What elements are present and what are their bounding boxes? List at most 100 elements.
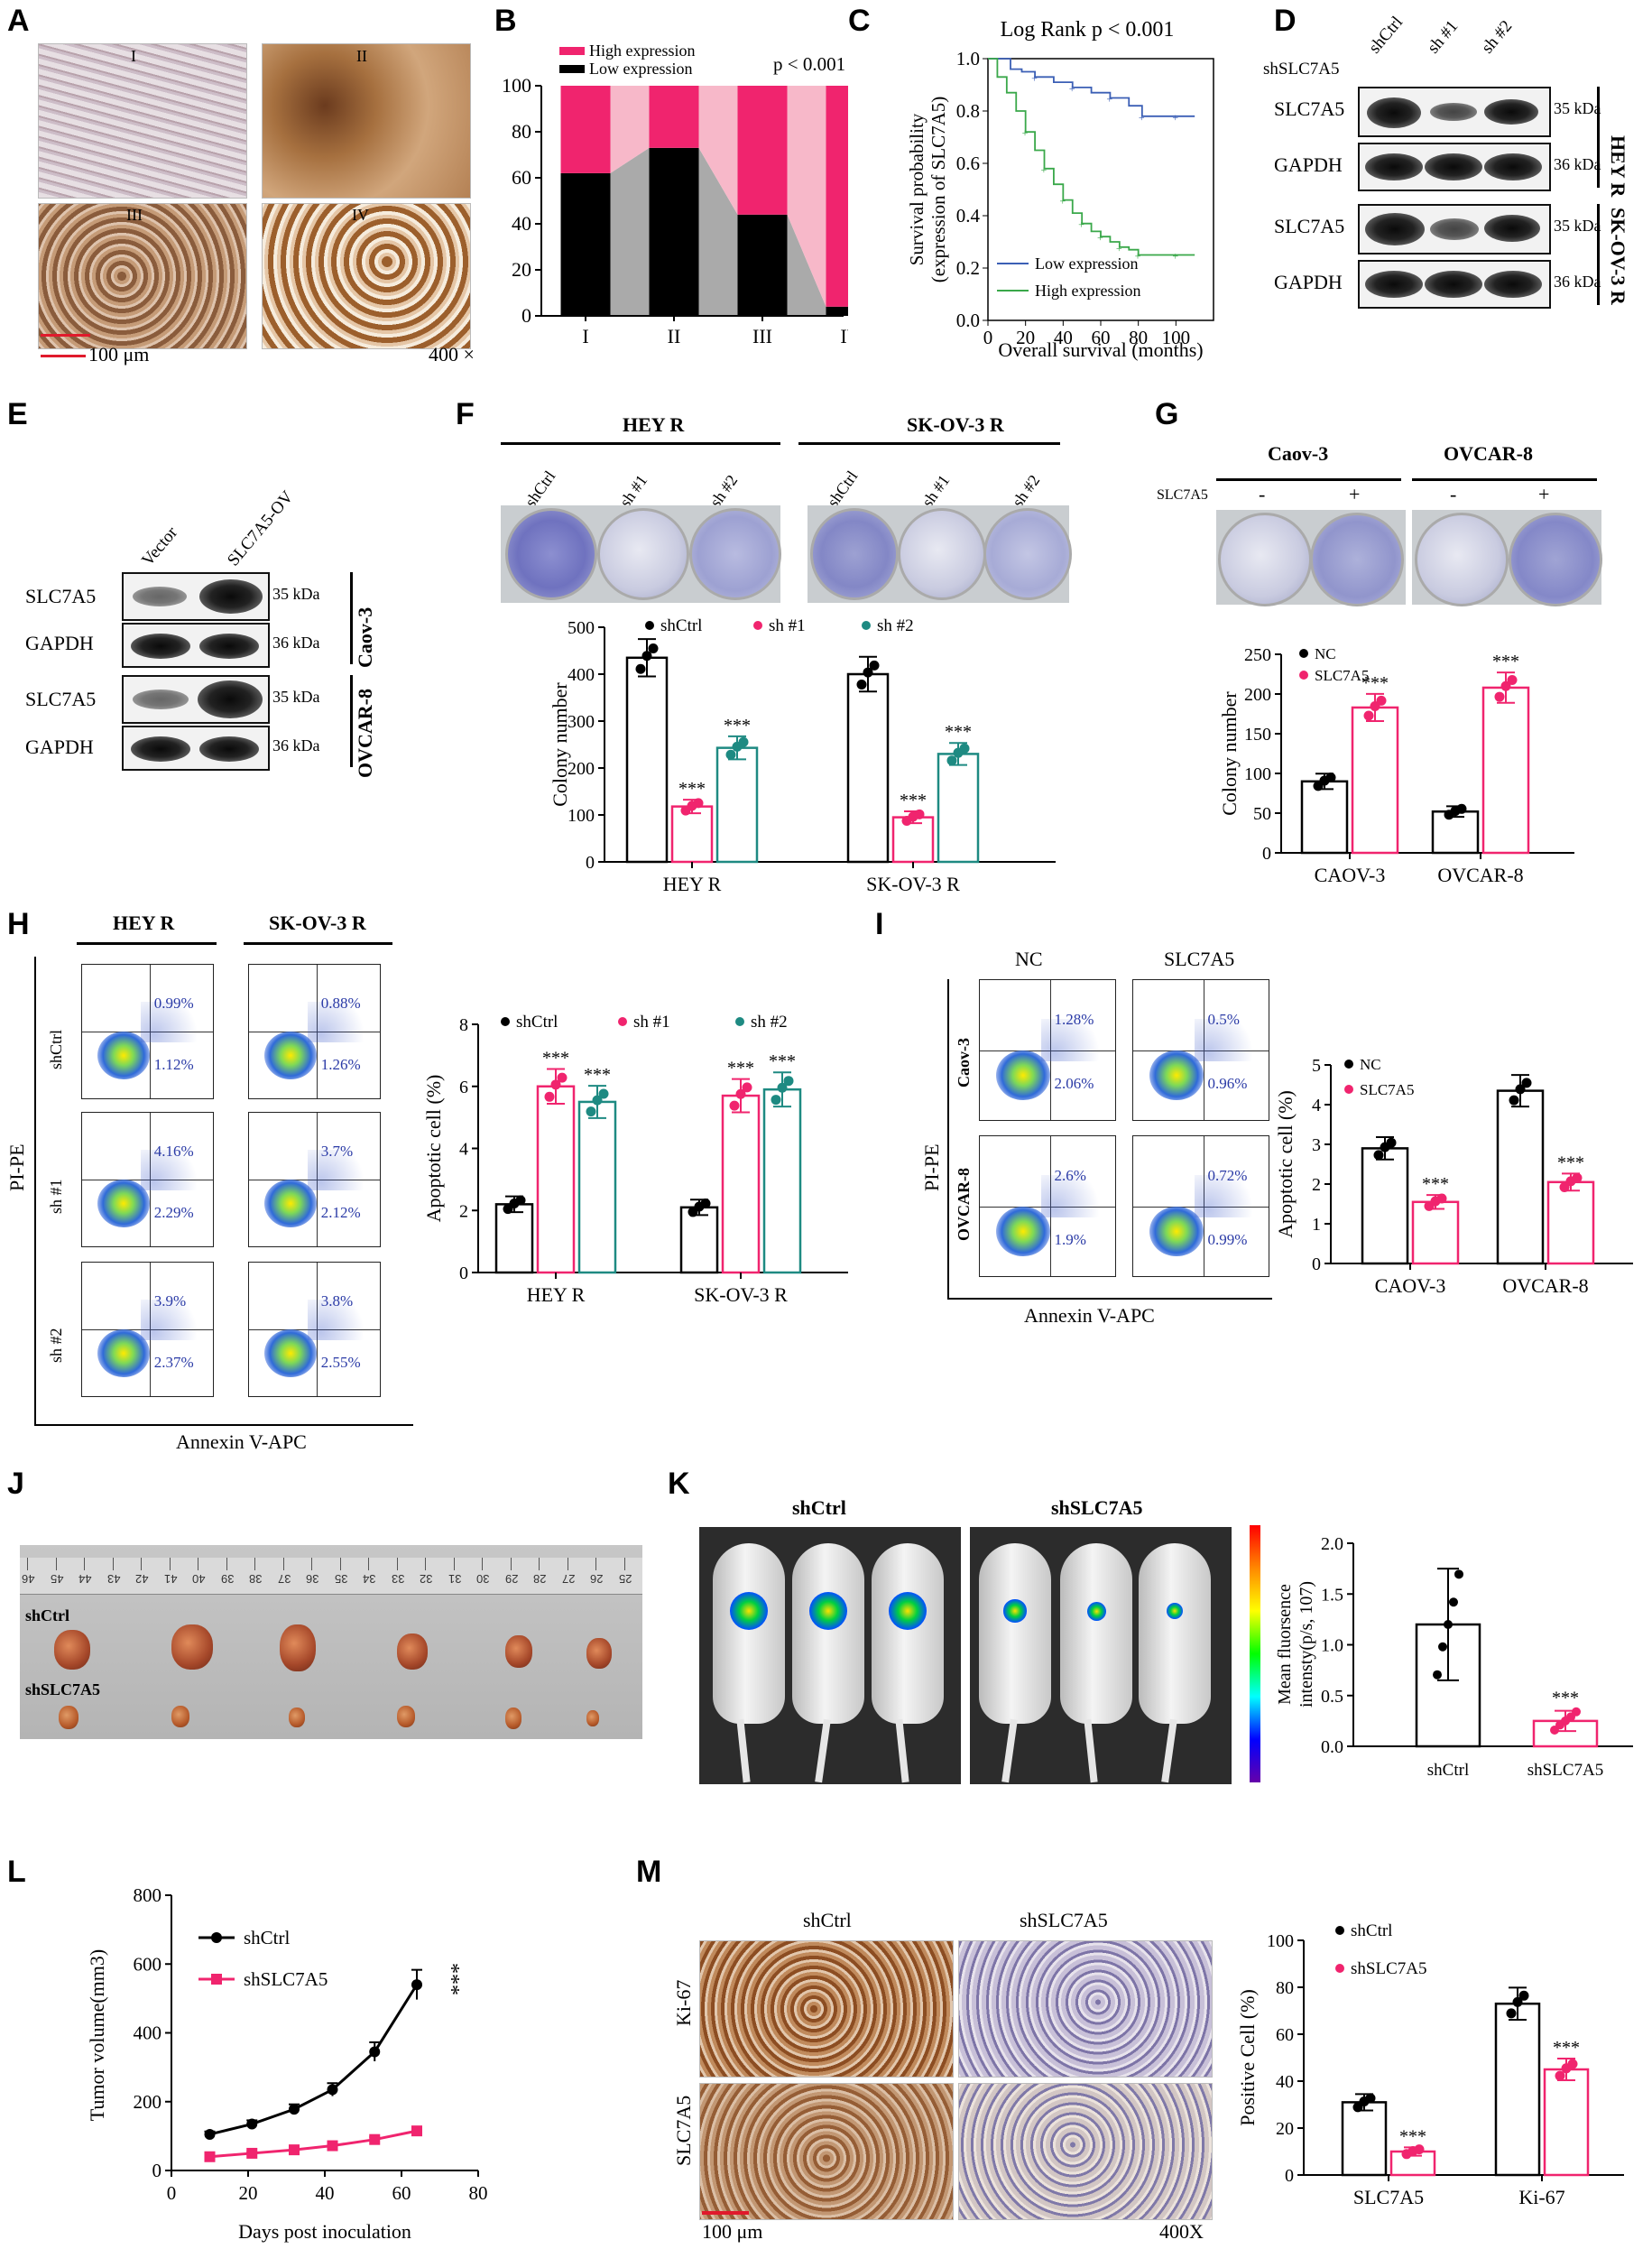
data-point [700,1199,711,1209]
band [199,634,259,659]
y-tick-label: 0 [586,853,595,873]
y-tick-label: 0 [1285,2166,1294,2186]
legend-marker [862,621,871,630]
grade-label-3: III [126,206,143,224]
data-point [738,736,749,747]
x-tick-label: 80 [1129,327,1148,348]
significance-mark: *** [542,1049,569,1069]
chart-m: 0 20 40 60 80 100 *** SLC7A5 *** Ki-67 shCtrl shSLC… [1236,1921,1624,2208]
ruler-tick [226,1558,227,1570]
km-curve-high [988,58,1195,256]
y-tick-label: 1 [1312,1215,1321,1235]
y-tick-label: 60 [512,166,531,189]
bar-shctrl [679,1206,719,1274]
band [1484,99,1538,125]
x-tick-label: IV [840,325,848,347]
bar-slc7a5 [1411,1200,1460,1265]
blot-d-1 [1358,87,1551,137]
x-tick-label: OVCAR-8 [1437,864,1523,886]
y-tick-label: 3 [1312,1135,1321,1155]
data-point [1386,1137,1397,1148]
bar-low [737,214,788,316]
ruler-tick [169,1558,171,1570]
y-tick-label: 200 [568,759,595,779]
data-point [246,2147,258,2159]
data-point [959,743,970,754]
band [1365,213,1425,245]
band [133,587,187,606]
bar-sh2 [577,1100,617,1274]
legend-low: Low expression [589,60,692,78]
legend-low: Low expression [1035,255,1138,273]
ruler-tick [55,1558,57,1570]
band [1484,215,1540,242]
data-point [1507,675,1518,686]
y-tick-label: 2 [1312,1175,1321,1195]
chart-i: 0 1 2 3 4 5 *** CAOV-3 *** OVCAR-8 NC SLC7A5 Apoptot… [1274,1056,1633,1297]
group-bracket [350,572,353,664]
mouse [1139,1543,1211,1724]
y-tick-label: 100 [1267,1931,1294,1951]
data-point [1363,710,1374,721]
data-point [771,1095,781,1106]
bar-high [560,86,611,173]
data-point [1494,691,1505,702]
legend-marker [211,1932,222,1943]
flow-h-xlabel: Annexin V-APC [176,1430,307,1453]
legend-label: shSLC7A5 [244,1968,328,1990]
quadrant-line [980,1050,1115,1051]
plot-frame [987,58,1214,321]
data-point [1500,680,1511,691]
flow-plot: 0.72% 0.99% [1132,1135,1269,1277]
blot-e-lane-2: SLC7A5-OV [224,487,298,570]
x-tick-label: OVCAR-8 [1502,1274,1588,1297]
grade-label-4: IV [352,206,369,224]
y-tick-label: 0.4 [956,205,981,227]
kda-e-1: 35 kDa [272,585,320,603]
ruler-tick-label: 32 [420,1572,433,1586]
band [199,579,263,614]
x-tick-label: SK-OV-3 R [694,1283,788,1306]
band [1367,97,1421,128]
blot-d-group-1: HEY R [1607,135,1629,198]
bar-nc [1431,810,1480,855]
ruler-tick [539,1558,540,1570]
colony-dish [1310,513,1404,606]
data-point [693,798,704,809]
x-tick-label: shSLC7A5 [1527,1761,1603,1780]
bar-shctrl [846,672,890,864]
ruler-tick-label: 45 [50,1572,63,1586]
legend-swatch-low [559,65,585,73]
chart-h: 0 2 4 6 8 *** *** HEY R *** *** SK-OV-3 R shCtrl sh … [424,1013,848,1306]
band [1484,271,1542,298]
kda-d-1: 35 kDa [1554,99,1601,117]
mouse [792,1543,864,1724]
quadrant-value-upper: 3.9% [153,1291,187,1310]
line-shctrl [209,1984,419,2136]
dish-group-ovcar: OVCAR-8 [1444,442,1533,465]
bar-low [826,306,848,316]
significance-mark: *** [1552,1689,1579,1708]
color-scale [1250,1525,1260,1782]
y-tick-label: 2.0 [1321,1534,1343,1554]
x-tick-label: 60 [392,2182,411,2204]
significance-mark: *** [1492,652,1519,671]
significance-mark: *** [1553,2038,1580,2058]
y-tick-label: 200 [1244,685,1271,705]
tumor [397,1634,428,1670]
scatter-cloud [1194,1175,1262,1217]
y-tick-label: 0.6 [956,153,980,174]
ihc-slc7a5-shslc7a5 [958,2083,1213,2220]
bar-slc7a5 [1546,1180,1595,1265]
blot-d-row-2: GAPDH [1274,153,1343,176]
quadrant-value-lower: 2.55% [320,1353,361,1371]
flow-plot: 2.6% 1.9% [979,1135,1116,1277]
ruler-tick [311,1558,312,1570]
legend-marker [753,621,762,630]
ihc-image-grade-3 [38,203,247,349]
significance-mark: *** [727,1059,754,1078]
data-point [1515,1084,1526,1095]
kda-e-3: 35 kDa [272,688,320,706]
blot-d-row-1: SLC7A5 [1274,97,1345,120]
ihc-image-grade-1 [38,43,247,199]
